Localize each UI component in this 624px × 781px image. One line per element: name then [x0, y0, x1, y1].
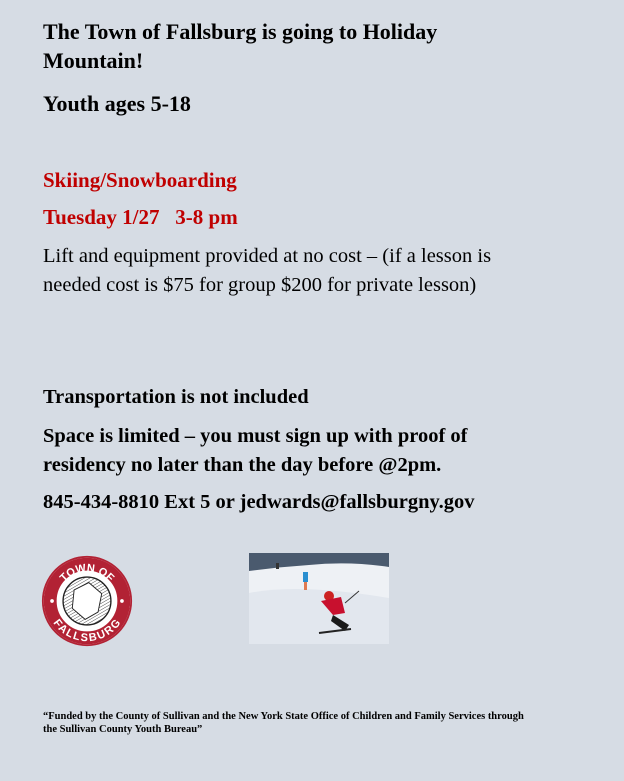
signup-line-2: residency no later than the day before @… — [43, 454, 442, 476]
cost-line-2: needed cost is $75 for group $200 for pr… — [43, 274, 477, 296]
audience: Youth ages 5-18 — [43, 91, 191, 116]
funding-line-1: “Funded by the County of Sullivan and th… — [43, 711, 524, 722]
cost-line-1: Lift and equipment provided at no cost –… — [43, 245, 492, 267]
town-of-fallsburg-logo: TOWN OF FALLSBURG — [41, 555, 133, 647]
activity: Skiing/Snowboarding — [43, 168, 237, 192]
title-line-1: The Town of Fallsburg is going to Holida… — [43, 19, 438, 44]
signup-line-1: Space is limited – you must sign up with… — [43, 425, 468, 447]
transportation-note: Transportation is not included — [43, 386, 309, 408]
date-time: Tuesday 1/27 3-8 pm — [43, 205, 238, 229]
funding-line-2: the Sullivan County Youth Bureau” — [43, 724, 203, 735]
contact-info: 845-434-8810 Ext 5 or jedwards@fallsburg… — [43, 491, 475, 513]
skier-photo — [249, 553, 389, 644]
title-line-2: Mountain! — [43, 48, 144, 73]
